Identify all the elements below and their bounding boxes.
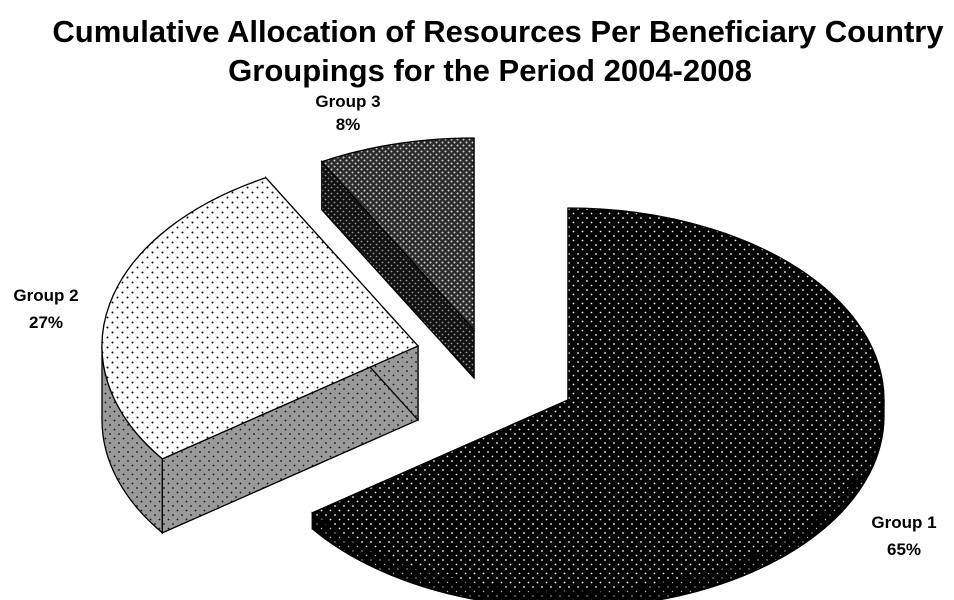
slice-group-2 — [101, 176, 420, 535]
slice-group-3 — [320, 137, 475, 380]
chart-title-line-1: Cumulative Allocation of Resources Per B… — [52, 14, 944, 49]
slice-label-value-group-2: 27% — [29, 313, 63, 332]
chart-title-line-2: Groupings for the Period 2004-2008 — [228, 53, 752, 88]
slice-label-name-group-2: Group 2 — [13, 286, 78, 305]
slice-group-1 — [311, 207, 885, 600]
pie-slices — [101, 137, 885, 600]
slice-label-value-group-1: 65% — [887, 540, 921, 559]
slice-label-value-group-3: 8% — [336, 115, 361, 134]
slice-label-name-group-3: Group 3 — [315, 92, 380, 111]
slice-top-group-1 — [311, 207, 885, 593]
slice-top-group-2 — [101, 176, 420, 460]
slice-top-group-3 — [320, 137, 475, 332]
slice-label-name-group-1: Group 1 — [871, 513, 936, 532]
